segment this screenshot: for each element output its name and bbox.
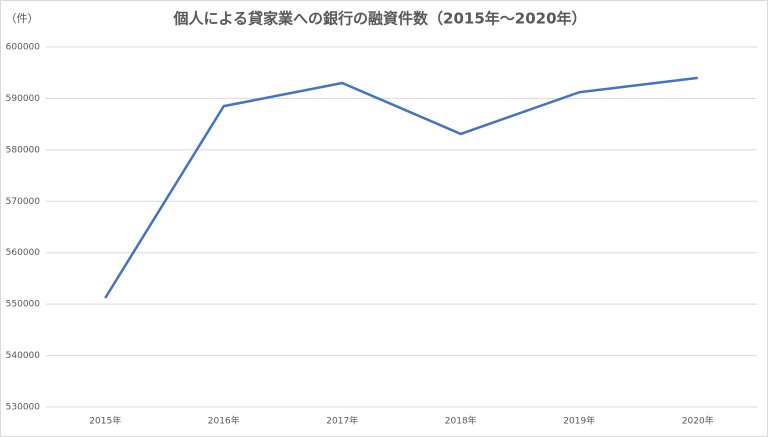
y-tick-label: 540000 — [6, 351, 41, 361]
y-tick-label: 600000 — [6, 43, 41, 53]
x-tick-label: 2017年 — [326, 415, 358, 427]
y-tick-label: 560000 — [6, 248, 41, 258]
y-tick-label: 550000 — [6, 300, 41, 310]
x-tick-label: 2019年 — [563, 415, 595, 427]
y-tick-label: 530000 — [6, 403, 41, 413]
y-tick-label: 580000 — [6, 145, 41, 155]
data-line — [104, 76, 698, 299]
x-tick-label: 2020年 — [682, 415, 714, 427]
y-axis-label: （件） — [6, 12, 39, 25]
y-tick-label: 570000 — [6, 197, 41, 207]
x-tick-label: 2016年 — [208, 415, 240, 427]
y-tick-label: 590000 — [6, 94, 41, 104]
x-tick-label: 2018年 — [445, 415, 477, 427]
chart-title: 個人による貸家業への銀行の融資件数（2015年～2020年） — [172, 10, 586, 28]
x-tick-label: 2015年 — [89, 415, 121, 427]
